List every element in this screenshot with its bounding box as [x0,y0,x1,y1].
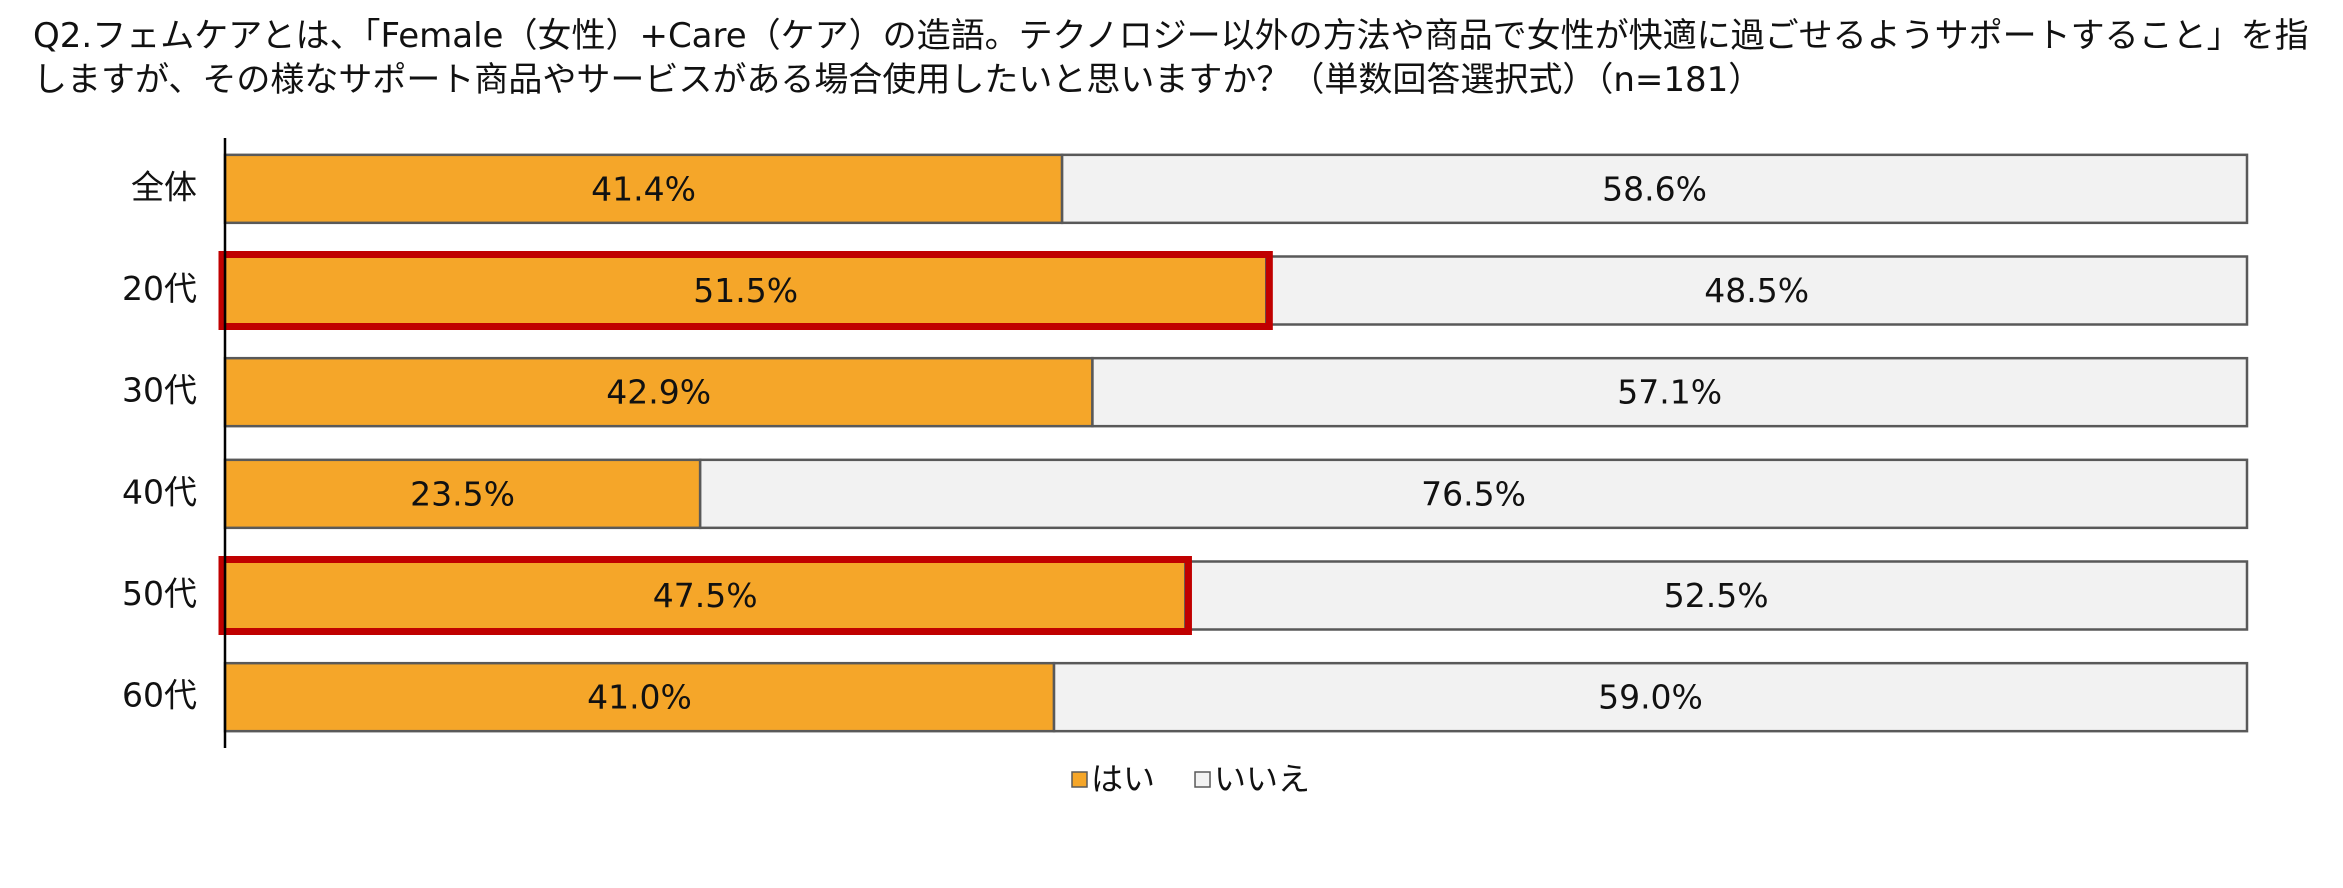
y-tick-label: 50代 [122,574,197,613]
data-label: 47.5% [653,576,758,615]
legend-label: いいえ [1214,760,1310,798]
bar-segment [1091,356,2249,428]
legend-swatch [1071,771,1088,788]
data-label: 51.5% [693,271,798,310]
legend-swatch [1194,771,1211,788]
data-label: 41.0% [587,678,692,717]
data-label: 42.9% [606,373,711,412]
data-label: 57.1% [1617,373,1722,412]
data-label: 41.4% [591,169,696,208]
y-tick-label: 60代 [122,676,197,715]
bar-segment [223,153,1064,225]
bar-segment [1184,560,2249,631]
chart-title: Q2.フェムケアとは、「Female（女性）+Care（ケア）の造語。テクノロジ… [33,16,2309,100]
bar-segment [698,458,2249,530]
bar-segment [1052,661,2249,733]
data-label: 59.0% [1598,678,1703,717]
y-tick-label: 30代 [122,371,197,410]
highlight-box [218,556,1192,635]
y-tick-label: 全体 [131,167,197,206]
data-label: 52.5% [1664,576,1769,615]
data-label: 48.5% [1704,271,1809,310]
data-label: 23.5% [410,474,515,513]
bar-segment [1060,153,2249,225]
bar-segment [1265,255,2249,326]
highlight-box [218,251,1273,330]
y-tick-label: 40代 [122,472,197,511]
bar-segment [223,661,1056,733]
y-tick-label: 20代 [122,269,197,308]
data-label: 58.6% [1602,169,1707,208]
data-label: 76.5% [1421,474,1526,513]
bar-segment [223,356,1094,428]
legend-label: はい [1091,760,1155,798]
